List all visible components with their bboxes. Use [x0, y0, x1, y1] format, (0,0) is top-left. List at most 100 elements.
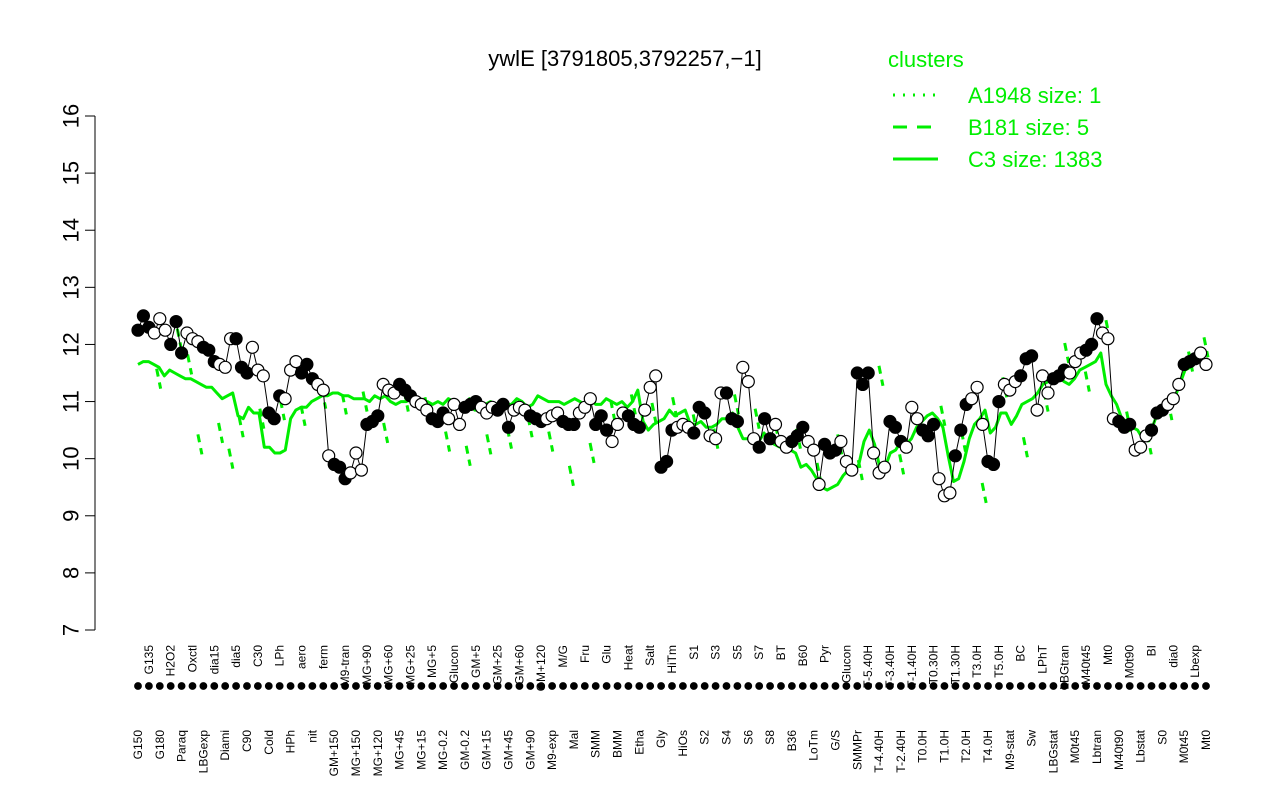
x-tick-label: MG+5 — [425, 645, 439, 678]
x-tick-marker — [144, 682, 153, 690]
x-tick-marker — [232, 682, 240, 690]
series-b181-segment — [237, 416, 245, 438]
x-tick-marker — [918, 682, 927, 690]
x-tick-label: GM-0.2 — [458, 730, 472, 770]
data-point — [992, 395, 1006, 409]
x-tick-label: S0 — [1155, 730, 1169, 745]
chart-title: ywlE [3791805,3792257,−1] — [488, 46, 761, 71]
x-tick-label: T5.0H — [992, 645, 1006, 678]
data-point — [796, 420, 810, 434]
legend-label: C3 size: 1383 — [968, 147, 1103, 172]
x-tick-label: dia0 — [1166, 645, 1180, 668]
data-point — [278, 392, 292, 406]
x-tick-marker — [199, 682, 208, 690]
x-tick-marker — [1125, 682, 1134, 690]
x-tick-marker — [1038, 682, 1047, 690]
data-point — [316, 383, 330, 397]
data-point — [850, 366, 864, 380]
x-tick-marker — [1180, 682, 1189, 690]
series-b181-segment — [650, 402, 658, 424]
y-tick-label: 14 — [59, 218, 84, 242]
data-point — [1024, 349, 1039, 363]
x-tick-label: T0.30H — [927, 645, 941, 684]
x-tick-marker — [1158, 682, 1167, 690]
x-tick-marker — [297, 682, 306, 690]
data-point — [986, 457, 1001, 471]
data-point — [736, 360, 750, 374]
data-point — [164, 337, 178, 351]
x-tick-label: aero — [294, 645, 308, 669]
x-tick-label: Oxctl — [185, 645, 199, 672]
x-tick-label: dia5 — [229, 645, 243, 668]
data-point — [970, 380, 984, 394]
data-point — [856, 377, 870, 391]
series-b181-segment — [1202, 337, 1210, 358]
series-b181-segment — [340, 394, 348, 415]
data-point — [1090, 312, 1104, 326]
data-point — [965, 392, 979, 406]
x-tick-marker — [177, 682, 186, 690]
x-tick-marker — [853, 682, 862, 690]
y-tick-label: 15 — [59, 161, 84, 185]
x-tick-label: MG+90 — [360, 645, 374, 685]
x-tick-marker — [559, 682, 567, 690]
x-tick-marker — [678, 682, 687, 690]
data-point — [757, 412, 772, 426]
series-b181-segment — [361, 391, 369, 412]
data-point — [1084, 337, 1099, 351]
data-point — [1101, 332, 1115, 346]
data-point — [643, 380, 657, 394]
x-tick-label: GM+120 — [534, 645, 548, 692]
x-tick-label: LoTm — [807, 730, 821, 761]
x-tick-marker — [406, 682, 415, 690]
x-tick-marker — [777, 682, 785, 690]
x-tick-label: HiTm — [665, 645, 679, 674]
x-tick-marker — [537, 682, 546, 690]
data-point — [1193, 346, 1208, 360]
x-tick-marker — [755, 682, 764, 690]
x-tick-label: Lbstat — [1134, 729, 1148, 762]
x-tick-label: Mt0 — [1101, 645, 1115, 665]
x-tick-label: GM+150 — [327, 730, 341, 777]
x-tick-marker — [450, 682, 458, 690]
data-point — [812, 477, 826, 491]
x-tick-marker — [973, 682, 982, 690]
x-tick-label: T4.0H — [981, 730, 995, 763]
data-point — [741, 375, 755, 389]
x-tick-label: BMM — [611, 730, 625, 758]
data-point — [1133, 440, 1148, 454]
legend: clusters A1948 size: 1 B181 size: 5 C3 siz… — [888, 47, 1103, 172]
data-point — [845, 463, 859, 477]
x-tick-marker — [722, 682, 731, 690]
x-tick-marker — [1027, 682, 1036, 690]
x-tick-marker — [515, 682, 524, 690]
x-tick-marker — [1169, 682, 1178, 690]
x-tick-marker — [548, 682, 557, 690]
x-tick-marker — [798, 682, 807, 690]
x-tick-marker — [646, 682, 655, 690]
y-axis: 7 8 9 10 11 12 13 14 15 16 — [59, 104, 96, 636]
data-point — [158, 323, 172, 337]
data-point — [256, 369, 270, 383]
x-tick-label: MG+120 — [371, 730, 385, 777]
x-tick-label: T-1.40H — [905, 645, 919, 688]
data-point — [153, 312, 167, 326]
x-tick-marker — [995, 682, 1003, 690]
data-point — [131, 323, 145, 337]
x-tick-marker — [1071, 682, 1080, 690]
x-tick-label: BI — [1145, 645, 1159, 656]
x-tick-label: MG+150 — [349, 730, 363, 777]
data-point — [583, 392, 597, 406]
x-axis: G150 G135 G180 H2O2 Paraq Oxctl LBGexp dia15 Dia… — [131, 644, 1213, 776]
series-b181-segment — [217, 422, 225, 444]
x-tick-label: Mal — [567, 730, 581, 749]
data-point — [632, 420, 646, 434]
x-tick-label: HPh — [284, 730, 298, 753]
x-tick-label: GM+5 — [469, 645, 483, 678]
x-tick-label: GM+15 — [480, 730, 494, 770]
data-point — [768, 417, 783, 431]
x-tick-label: Etha — [632, 730, 646, 755]
x-tick-marker — [842, 682, 851, 690]
data-point — [910, 412, 924, 426]
x-tick-label: C30 — [251, 645, 265, 667]
